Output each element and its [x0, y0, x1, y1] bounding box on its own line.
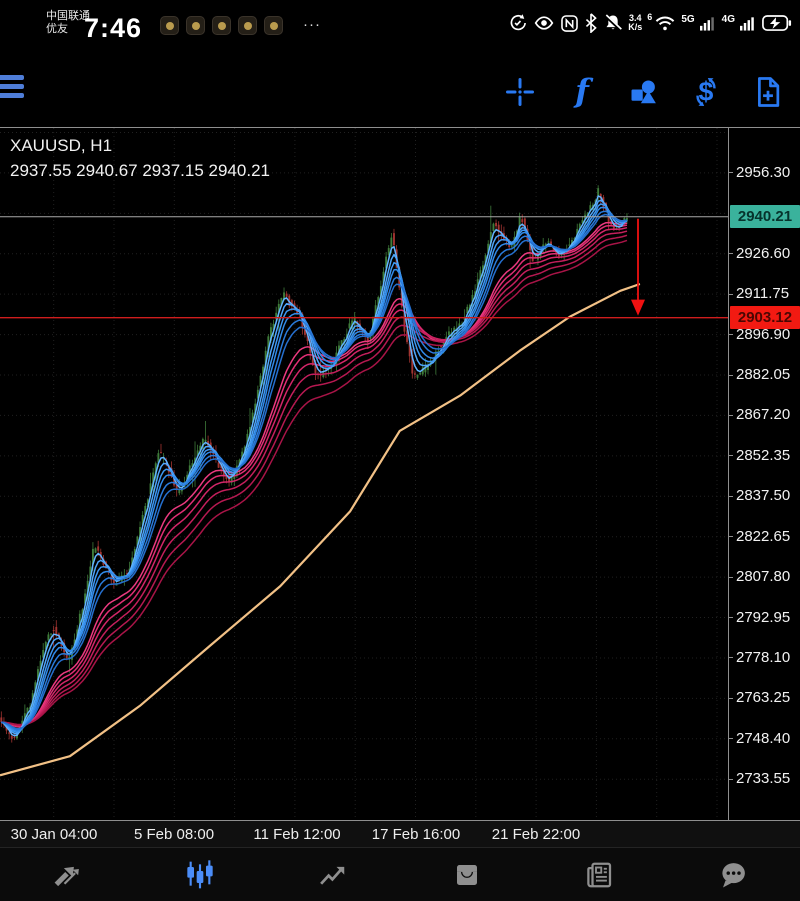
- axis-tick: [728, 334, 733, 335]
- battery-charging-icon: [762, 14, 792, 32]
- indicators-icon[interactable]: f: [566, 74, 598, 110]
- price-tick-label: 2926.60: [736, 245, 790, 262]
- chart-toolbar: f $: [0, 58, 800, 127]
- ohlc-values: 2937.55 2940.67 2937.15 2940.21: [10, 161, 270, 181]
- mute-bell-icon: [603, 13, 623, 33]
- time-axis[interactable]: 30 Jan 04:00 5 Feb 08:00 11 Feb 12:00 17 Fe…: [0, 820, 800, 847]
- price-tick-label: 2956.30: [736, 164, 790, 181]
- axis-tick: [728, 455, 733, 456]
- crosshair-icon[interactable]: [504, 74, 536, 110]
- price-tick-label: 2778.10: [736, 649, 790, 666]
- svg-text:f: f: [573, 75, 594, 109]
- price-tick-label: 2867.20: [736, 406, 790, 423]
- price-axis[interactable]: 2956.302926.602911.752896.902882.052867.…: [728, 128, 800, 821]
- chart-svg: [0, 128, 728, 821]
- signal1-type: 5G: [681, 14, 694, 25]
- price-tick-label: 2837.50: [736, 487, 790, 504]
- alert-price-badge: 2903.12: [730, 306, 800, 329]
- candlestick-chart[interactable]: [0, 128, 728, 821]
- date-tick-label: 30 Jan 04:00: [0, 826, 109, 843]
- nav-news[interactable]: [570, 853, 630, 897]
- price-tick-label: 2748.40: [736, 730, 790, 747]
- more-notifications-icon: ···: [303, 16, 321, 33]
- app-icon-3: [212, 16, 231, 35]
- current-price-badge: 2940.21: [730, 205, 800, 228]
- new-chart-icon[interactable]: [752, 74, 784, 110]
- price-tick-label: 2911.75: [736, 285, 789, 302]
- bottom-navigation: [0, 847, 800, 901]
- chart-header: XAUUSD, H1 2937.55 2940.67 2937.15 2940.…: [10, 136, 270, 181]
- nav-quotes[interactable]: [37, 853, 97, 897]
- axis-tick: [728, 779, 733, 780]
- price-tick-label: 2882.05: [736, 366, 790, 383]
- price-tick-label: 2807.80: [736, 568, 790, 585]
- signal2-type: 4G: [722, 14, 735, 25]
- signal1-bars-icon: [700, 14, 717, 32]
- axis-tick: [728, 294, 733, 295]
- price-tick-label: 2852.35: [736, 447, 790, 464]
- nfc-icon: [560, 14, 579, 33]
- nav-history[interactable]: [437, 853, 497, 897]
- axis-tick: [728, 577, 733, 578]
- price-tick-label: 2792.95: [736, 609, 790, 626]
- date-tick-label: 5 Feb 08:00: [119, 826, 229, 843]
- menu-icon[interactable]: [0, 75, 30, 109]
- app-icon-4: [238, 16, 257, 35]
- signal2-bars-icon: [740, 14, 757, 32]
- symbols-icon[interactable]: $: [690, 74, 722, 110]
- status-bar: 中国联通 优友 7:46 ··· 3.4 K/s 6 5G: [0, 0, 800, 58]
- app-icon-2: [186, 16, 205, 35]
- wifi-icon: [654, 14, 676, 32]
- price-tick-label: 2763.25: [736, 689, 790, 706]
- wifi-band-badge: 6: [647, 12, 652, 22]
- clock: 7:46: [84, 13, 142, 44]
- price-tick-label: 2822.65: [736, 528, 790, 545]
- axis-tick: [728, 617, 733, 618]
- notification-app-icons: [160, 16, 283, 35]
- date-tick-label: 11 Feb 12:00: [242, 826, 352, 843]
- axis-tick: [728, 415, 733, 416]
- app-icon-5: [264, 16, 283, 35]
- bluetooth-icon: [584, 13, 598, 33]
- price-tick-label: 2733.55: [736, 770, 790, 787]
- objects-icon[interactable]: [628, 74, 660, 110]
- nav-messages[interactable]: [703, 853, 763, 897]
- nav-trade[interactable]: [303, 853, 363, 897]
- axis-tick: [728, 657, 733, 658]
- date-tick-label: 21 Feb 22:00: [481, 826, 591, 843]
- axis-tick: [728, 375, 733, 376]
- eye-protection-icon: [533, 13, 555, 33]
- symbol-timeframe-label: XAUUSD, H1: [10, 136, 270, 156]
- network-speed: 3.4 K/s: [628, 14, 642, 32]
- axis-tick: [728, 253, 733, 254]
- date-tick-label: 17 Feb 16:00: [361, 826, 471, 843]
- data-saver-icon: [508, 13, 528, 33]
- axis-tick: [728, 496, 733, 497]
- axis-tick: [728, 536, 733, 537]
- axis-tick: [728, 738, 733, 739]
- axis-tick: [728, 698, 733, 699]
- app-icon-1: [160, 16, 179, 35]
- chart-area: XAUUSD, H1 2937.55 2940.67 2937.15 2940.…: [0, 127, 800, 820]
- axis-tick: [728, 172, 733, 173]
- nav-charts[interactable]: [170, 853, 230, 897]
